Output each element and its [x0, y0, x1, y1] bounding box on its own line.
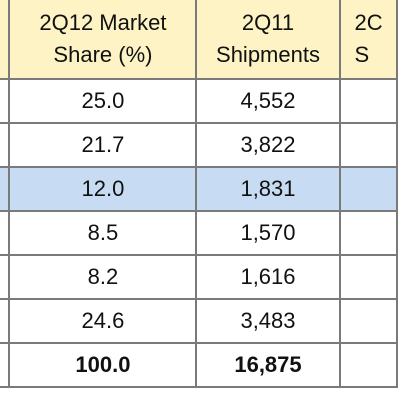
header-text: 2Q11 — [241, 10, 295, 35]
table-cell: 24.6 — [8, 298, 198, 344]
header-text: 2C — [354, 10, 383, 35]
row-label-cell — [0, 210, 11, 256]
header-text: 2Q12 Market — [39, 10, 167, 35]
table-row: 25.0 4,552 — [0, 78, 398, 124]
header-cell: 2Q12 Market Share (%) — [8, 0, 198, 80]
table-row: 21.7 3,822 — [0, 122, 398, 168]
header-text: Shipments — [216, 42, 320, 67]
table-cell: 4,552 — [195, 78, 341, 124]
table-cell — [338, 122, 398, 168]
table-cell — [338, 166, 398, 212]
table-cell — [338, 210, 398, 256]
table-cell: 3,822 — [195, 122, 341, 168]
table-cell — [338, 298, 398, 344]
row-label-cell — [0, 166, 11, 212]
table-cell: 1,616 — [195, 254, 341, 300]
table-cell: 100.0 — [8, 342, 198, 388]
table-cell: 1,570 — [195, 210, 341, 256]
header-cell: 2C S — [338, 0, 398, 80]
table-cell: 25.0 — [8, 78, 198, 124]
table-cell: 8.2 — [8, 254, 198, 300]
row-label-cell — [0, 342, 11, 388]
row-label-cell — [0, 78, 11, 124]
table-cell: 16,875 — [195, 342, 341, 388]
table-cell: 1,831 — [195, 166, 341, 212]
table-row: 8.2 1,616 — [0, 254, 398, 300]
table-cell: 3,483 — [195, 298, 341, 344]
table-cell — [338, 342, 398, 388]
row-label-cell — [0, 122, 11, 168]
market-share-table: 2Q12 Market Share (%) 2Q11 Shipments 2C S 25.… — [0, 0, 398, 388]
table-row: 12.0 1,831 — [0, 166, 398, 212]
header-row: 2Q12 Market Share (%) 2Q11 Shipments 2C S — [0, 0, 398, 80]
table-cell: 21.7 — [8, 122, 198, 168]
table-row: 8.5 1,570 — [0, 210, 398, 256]
header-text: Share (%) — [53, 42, 153, 67]
table-cell: 8.5 — [8, 210, 198, 256]
table-row: 100.0 16,875 — [0, 342, 398, 388]
table-row: 24.6 3,483 — [0, 298, 398, 344]
table-cell — [338, 78, 398, 124]
row-label-cell — [0, 254, 11, 300]
row-label-cell — [0, 298, 11, 344]
table-cell — [338, 254, 398, 300]
table-cell: 12.0 — [8, 166, 198, 212]
header-text: S — [354, 42, 370, 67]
header-cell — [0, 0, 11, 80]
header-cell: 2Q11 Shipments — [195, 0, 341, 80]
